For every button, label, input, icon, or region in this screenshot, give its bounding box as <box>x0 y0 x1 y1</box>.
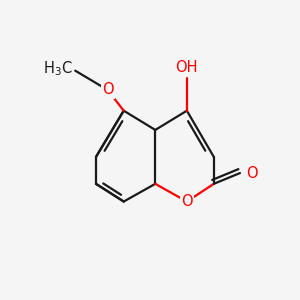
Text: O: O <box>102 82 113 98</box>
Text: O: O <box>181 194 193 209</box>
Text: H$_3$C: H$_3$C <box>43 60 72 79</box>
Text: OH: OH <box>176 59 198 74</box>
Text: O: O <box>246 166 258 181</box>
